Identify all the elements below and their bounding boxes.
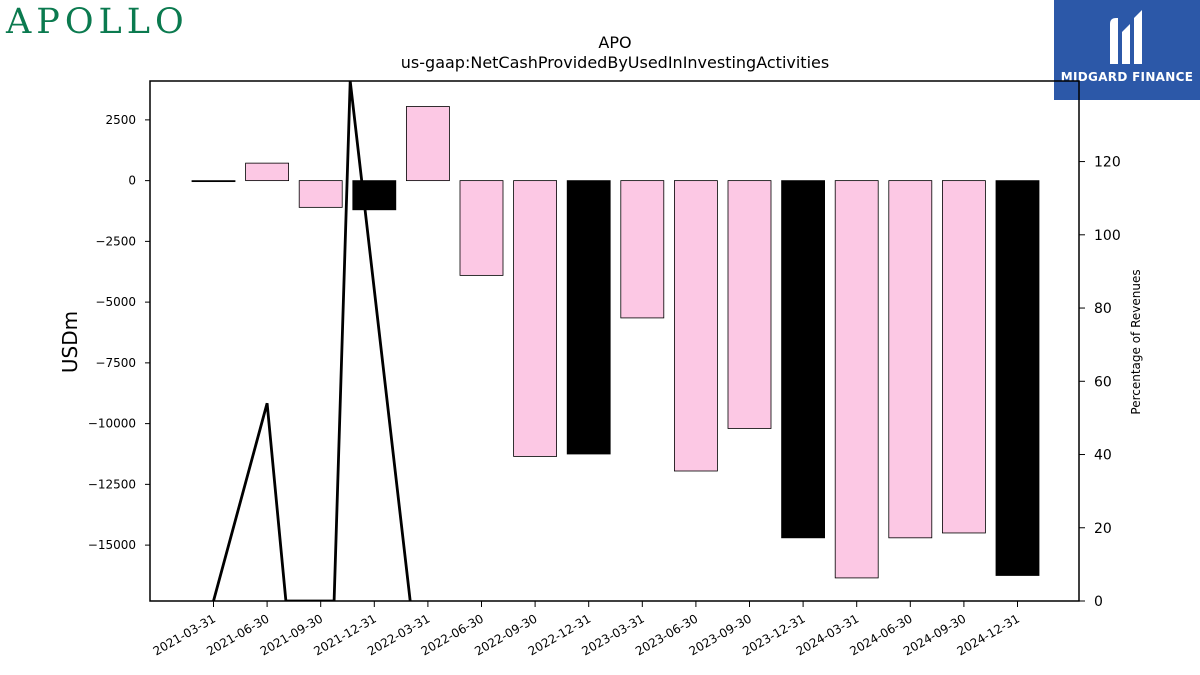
y2-tick-label: 80 xyxy=(1094,301,1112,317)
bar-2023-03-31 xyxy=(620,180,665,319)
bar-2023-06-30 xyxy=(674,180,718,472)
chart-subtitle: us-gaap:NetCashProvidedByUsedInInvesting… xyxy=(401,53,829,72)
midgard-finance-wordmark: MIDGARD FINANCE xyxy=(1060,70,1194,84)
bar-2024-03-31 xyxy=(834,180,879,579)
percentage-line-layer xyxy=(212,81,412,601)
bar-2024-09-30 xyxy=(942,180,986,534)
y2-tick-label: 100 xyxy=(1094,228,1121,244)
y-tick-label: 0 xyxy=(128,174,136,188)
bar-2022-12-31 xyxy=(566,180,611,455)
bar-2024-12-31 xyxy=(995,180,1040,576)
y2-tick-label: 120 xyxy=(1094,155,1121,171)
y2-tick-label: 20 xyxy=(1094,521,1112,537)
y-tick-label: 2500 xyxy=(105,113,136,127)
y-tick-label: −15000 xyxy=(88,538,136,552)
bar-group xyxy=(191,106,1040,579)
apollo-logo: APOLLO xyxy=(6,2,189,42)
y2-tick-label: 40 xyxy=(1094,448,1112,464)
bar-2021-12-31 xyxy=(352,180,397,211)
y-tick-label: −7500 xyxy=(95,356,136,370)
plot-frame xyxy=(149,80,1080,602)
y-tick-label: −12500 xyxy=(88,477,136,491)
midgard-emblem-icon xyxy=(1110,10,1142,64)
y2-tick-label: 0 xyxy=(1094,594,1103,610)
bar-2024-06-30 xyxy=(888,180,933,539)
bar-2023-12-31 xyxy=(781,180,825,539)
chart-title: APO xyxy=(598,33,631,52)
bar-2021-03-31 xyxy=(191,180,236,183)
bar-2022-03-31 xyxy=(405,106,450,182)
bar-2023-09-30 xyxy=(727,180,772,429)
y-axis: 2500 0 −2500 −5000 −7500 −10000 −12500 −15000 xyxy=(88,113,150,552)
y-tick-label: −2500 xyxy=(95,234,136,248)
bar-2022-06-30 xyxy=(459,180,504,276)
y-axis-label: USDm xyxy=(58,311,82,373)
x-axis: 2021-03-312021-06-302021-09-302021-12-31… xyxy=(151,601,1022,658)
y2-tick-label: 60 xyxy=(1094,374,1112,390)
bar-2021-09-30 xyxy=(298,180,343,208)
bar-2022-09-30 xyxy=(513,180,557,457)
y-tick-label: −10000 xyxy=(88,417,136,431)
y-tick-label: −5000 xyxy=(95,295,136,309)
y2-axis: 0 20 40 60 80 100 120 xyxy=(1079,155,1121,610)
bar-2021-06-30 xyxy=(245,162,290,182)
y2-axis-label: Percentage of Revenues xyxy=(1129,269,1143,414)
percentage-of-revenues-line xyxy=(212,81,412,601)
